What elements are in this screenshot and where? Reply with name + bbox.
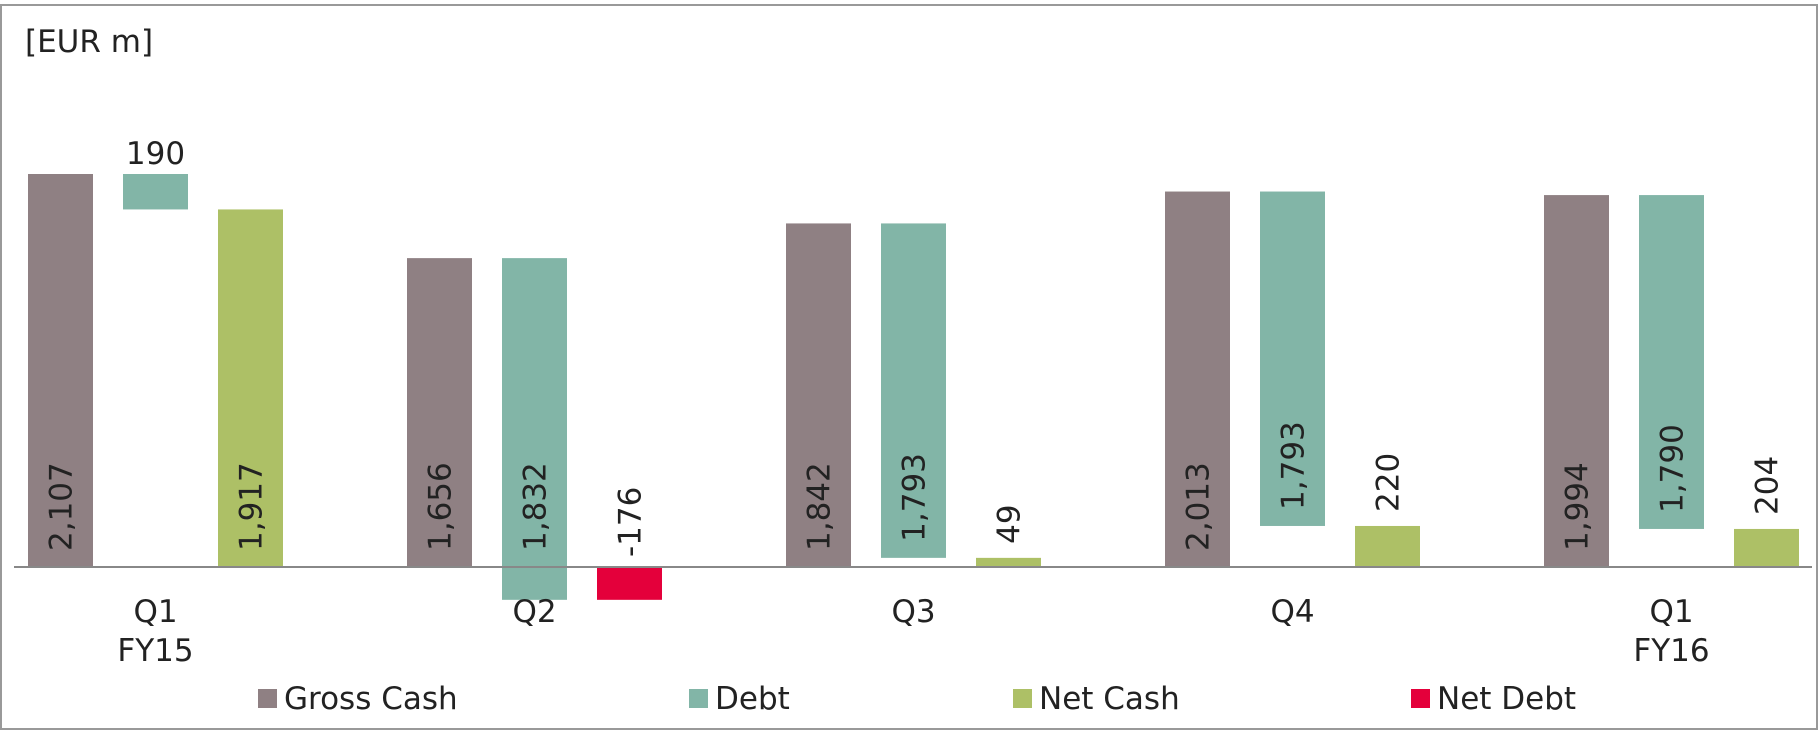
legend-label: Net Cash — [1039, 681, 1180, 717]
x-tick-label: Q1 — [1649, 594, 1693, 630]
value-label: 204 — [1750, 456, 1786, 515]
x-tick-label: Q2 — [512, 594, 556, 630]
value-label: 1,793 — [1276, 421, 1312, 510]
x-tick-label: Q4 — [1270, 594, 1314, 630]
bar — [1639, 195, 1704, 529]
bar — [1734, 528, 1799, 567]
value-label: 1,842 — [802, 462, 838, 551]
legend-label: Debt — [715, 681, 790, 717]
value-label: 2,107 — [44, 462, 80, 551]
x-tick-label: FY16 — [1633, 633, 1709, 669]
x-tick-label: Q1 — [133, 594, 177, 630]
bar — [597, 567, 662, 600]
bar — [218, 209, 283, 567]
value-label: 220 — [1371, 453, 1407, 512]
bar — [123, 174, 188, 210]
bar — [502, 258, 567, 600]
value-label: 49 — [992, 504, 1028, 543]
bar — [786, 223, 851, 567]
x-tick-label: Q3 — [891, 594, 935, 630]
bar — [28, 174, 93, 567]
bar — [1260, 191, 1325, 526]
bar — [1544, 195, 1609, 567]
legend-swatch — [689, 689, 708, 708]
value-label: 1,790 — [1655, 424, 1691, 513]
bar — [407, 258, 472, 567]
value-label: 1,917 — [234, 462, 270, 551]
legend-label: Net Debt — [1437, 681, 1576, 717]
value-label: 190 — [126, 136, 185, 172]
legend-swatch — [1013, 689, 1032, 708]
bar — [881, 223, 946, 558]
value-label: 2,013 — [1181, 462, 1217, 551]
value-label: 1,832 — [518, 462, 554, 551]
unit-label: [EUR m] — [25, 24, 153, 60]
value-label: -176 — [613, 487, 649, 557]
legend-swatch — [258, 689, 277, 708]
legend-swatch — [1411, 689, 1430, 708]
legend-label: Gross Cash — [284, 681, 458, 717]
value-label: 1,793 — [897, 453, 933, 542]
bar — [976, 557, 1041, 567]
bar — [1355, 525, 1420, 567]
x-tick-label: FY15 — [117, 633, 193, 669]
bar — [1165, 191, 1230, 567]
value-label: 1,994 — [1560, 462, 1596, 551]
value-label: 1,656 — [423, 462, 459, 551]
